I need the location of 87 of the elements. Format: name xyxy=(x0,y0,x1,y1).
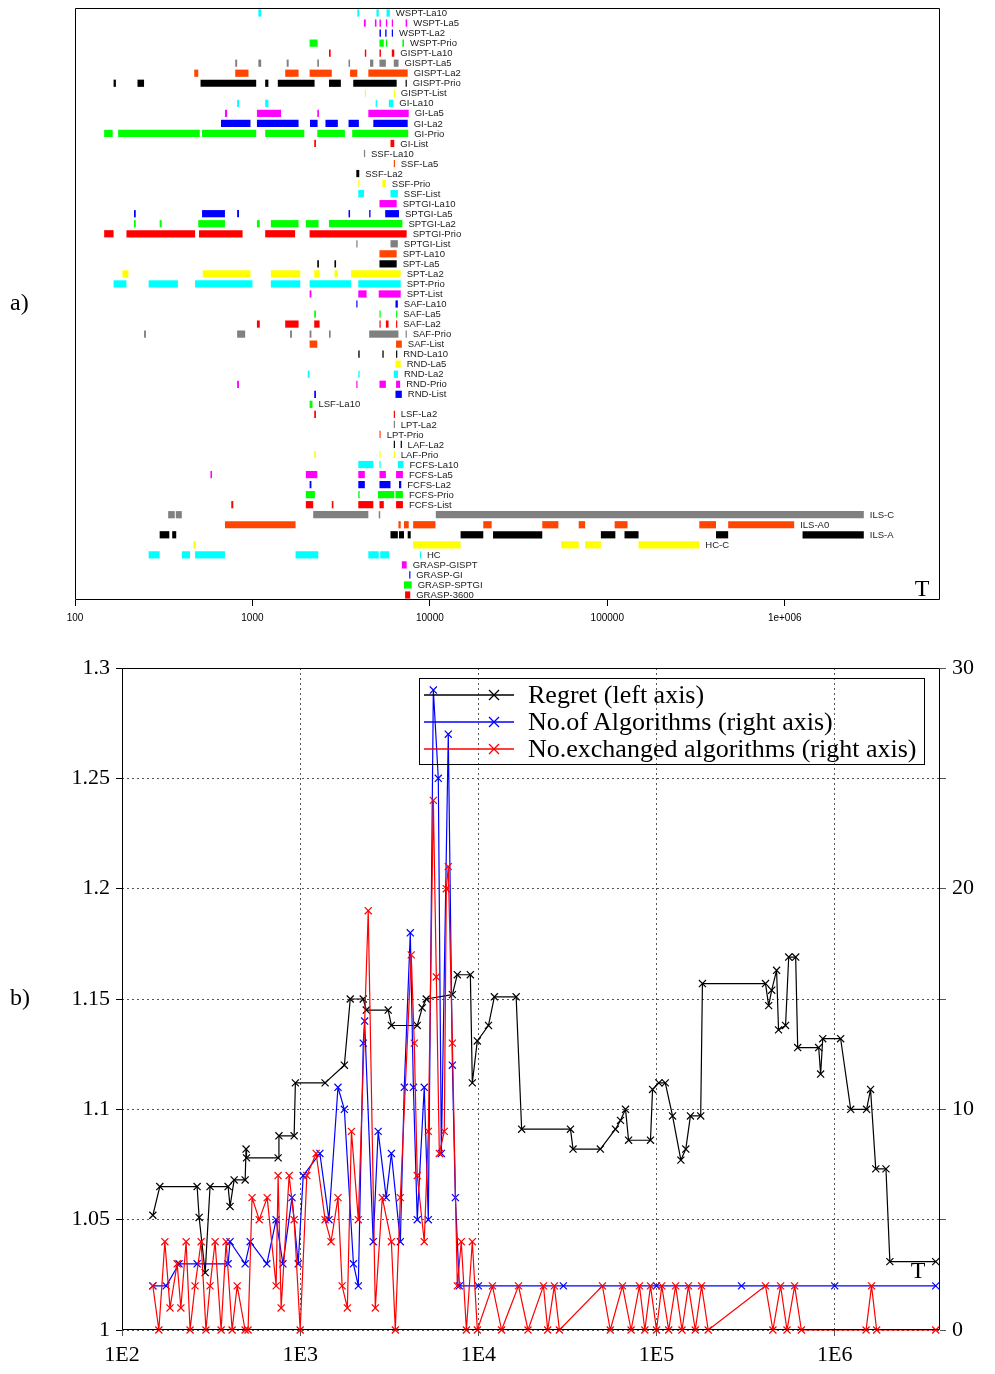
y-tick-label: GI-La2 xyxy=(413,117,443,129)
text: b) xyxy=(10,984,30,1011)
y-tick-label: ILS-C xyxy=(869,508,895,520)
y-tick-label: SPTGI-List xyxy=(403,237,451,249)
y-tick-label: SAF-La5 xyxy=(403,308,441,320)
x-tick-label: 1E5 xyxy=(638,1340,675,1366)
y-tick-label: FCFS-La10 xyxy=(409,458,459,470)
x-tick-label: 1E6 xyxy=(816,1340,853,1366)
y-tick-label: FCFS-La5 xyxy=(408,468,453,480)
y-tick-label: SPT-List xyxy=(406,288,443,300)
y-tick-label: GISPT-La2 xyxy=(413,67,461,79)
y-tick-label: GRASP-3600 xyxy=(416,589,474,601)
y-tick-label: GI-La10 xyxy=(399,97,434,109)
y-tick-label: RND-La5 xyxy=(406,358,447,370)
y2-tick-label: 10 xyxy=(952,1095,974,1121)
legend-label: No.exchanged algorithms (right axis) xyxy=(528,734,917,763)
y-tick-label: SSF-Prio xyxy=(391,177,431,189)
y-tick-label: GI-La5 xyxy=(414,107,444,119)
y-tick-label: FCFS-List xyxy=(408,498,453,510)
text: a) xyxy=(10,289,29,316)
y-tick-label: HC xyxy=(426,548,441,560)
y-tick-label: SSF-La5 xyxy=(400,157,439,169)
y-tick-label: HC-C xyxy=(705,538,730,550)
y-tick-label: 1.05 xyxy=(71,1205,110,1231)
y-tick-label: 1 xyxy=(99,1315,110,1341)
y-tick-label: RND-La2 xyxy=(403,368,444,380)
x-axis-title: T xyxy=(910,1257,926,1284)
y-tick-label: GI-List xyxy=(400,137,429,149)
y2-tick-label: 30 xyxy=(952,653,974,679)
y-tick-label: GRASP-GI xyxy=(416,569,463,581)
x-tick-label: 1E4 xyxy=(460,1340,497,1366)
y-tick-label: SPT-La10 xyxy=(402,247,445,259)
y-tick-label: ILS-A xyxy=(869,528,895,540)
x-axis-title: T xyxy=(914,575,930,602)
y-tick-label: 1.15 xyxy=(71,984,110,1010)
y-tick-label: WSPT-La5 xyxy=(413,17,460,29)
x-tick-label: 1E3 xyxy=(282,1340,318,1366)
x-tick-label: 10000 xyxy=(415,611,445,623)
legend-label: No.of Algorithms (right axis) xyxy=(528,707,833,736)
y-tick-label: WSPT-La2 xyxy=(399,27,445,39)
y-tick-label: SAF-List xyxy=(407,338,445,350)
y-tick-label: WSPT-Prio xyxy=(410,37,457,49)
y-tick-label: GRASP-GISPT xyxy=(412,559,478,571)
x-tick-label: 100000 xyxy=(590,611,625,623)
y-tick-label: FCFS-Prio xyxy=(408,488,454,500)
y-tick-label: GRASP-SPTGI xyxy=(417,579,483,591)
y-tick-label: LAF-La2 xyxy=(407,438,445,450)
y-tick-label: 1.2 xyxy=(82,874,110,900)
y-tick-label: RND-La10 xyxy=(403,348,449,360)
x-tick-label: 100 xyxy=(66,611,84,623)
y-tick-label: SSF-List xyxy=(403,187,441,199)
x-tick-label: 1E2 xyxy=(104,1340,140,1366)
y-tick-label: SPTGI-La2 xyxy=(408,217,456,229)
y-tick-label: LSF-La2 xyxy=(400,408,438,420)
y-tick-label: ILS-A0 xyxy=(800,518,830,530)
y-tick-label: SAF-La10 xyxy=(403,298,447,310)
y-tick-label: SPTGI-La5 xyxy=(405,207,453,219)
y-tick-label: LPT-La2 xyxy=(400,418,437,430)
y-tick-label: FCFS-La2 xyxy=(407,478,452,490)
y-tick-label: GISPT-La5 xyxy=(404,57,452,69)
y-tick-label: SAF-Prio xyxy=(412,328,452,340)
y-tick-label: LAF-Prio xyxy=(400,448,439,460)
y-tick-label: 1.1 xyxy=(82,1095,110,1121)
y-tick-label: GISPT-List xyxy=(400,87,448,99)
y-tick-label: RND-Prio xyxy=(406,378,447,390)
y-tick-label: GISPT-Prio xyxy=(412,77,461,89)
y-tick-label: WSPT-La10 xyxy=(395,7,448,19)
y-tick-label: RND-List xyxy=(407,388,447,400)
y-tick-label: SPT-La2 xyxy=(406,268,444,280)
y-tick-label: SPT-La5 xyxy=(402,257,440,269)
y2-tick-label: 20 xyxy=(952,874,974,900)
y-tick-label: LSF-La10 xyxy=(318,398,361,410)
y-tick-label: SSF-La2 xyxy=(365,167,403,179)
y-tick-label: 1.3 xyxy=(82,653,110,679)
y-tick-label: GI-Prio xyxy=(414,127,445,139)
y-tick-label: LPT-Prio xyxy=(386,428,424,440)
y-tick-label: SSF-La10 xyxy=(371,147,414,159)
y-tick-label: SPT-Prio xyxy=(406,278,445,290)
y-tick-label: SPTGI-Prio xyxy=(412,227,462,239)
x-tick-label: 1000 xyxy=(241,611,264,623)
legend-label: Regret (left axis) xyxy=(528,680,705,709)
y-tick-label: GISPT-La10 xyxy=(400,47,453,59)
y-tick-label: SAF-La2 xyxy=(403,318,441,330)
x-tick-label: 1e+006 xyxy=(767,611,802,623)
y-tick-label: 1.25 xyxy=(71,764,110,790)
y-tick-label: SPTGI-La10 xyxy=(402,197,456,209)
y2-tick-label: 0 xyxy=(952,1315,963,1341)
